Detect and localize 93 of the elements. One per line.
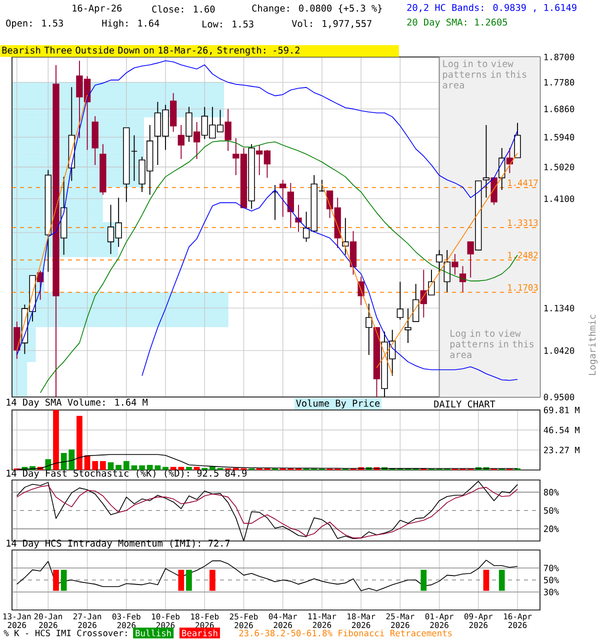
y-tick-label: 20% <box>544 526 559 532</box>
candlestick <box>272 184 278 220</box>
y-tick-label: 1.4100 <box>544 195 574 202</box>
x-tick-label: 10-Feb 2026 <box>152 613 180 628</box>
candlestick <box>396 281 404 320</box>
text: Low: 1.53 <box>202 20 254 28</box>
chart-title: 14 Day SMA Volume: 1.64 M <box>6 398 148 408</box>
bar <box>146 464 153 470</box>
candlestick <box>467 241 474 278</box>
x-tick-label: 18-Feb 2026 <box>191 613 219 628</box>
x-tick-label: 03-Feb 2026 <box>112 613 140 628</box>
bar <box>108 462 114 470</box>
y-tick-label: 23.27 M <box>544 446 580 454</box>
candlestick <box>130 134 138 182</box>
candlestick <box>514 122 521 158</box>
x-tick-label: 11-Mar 2026 <box>308 613 336 628</box>
x-tick-label: 20-Jan 2026 <box>34 613 62 628</box>
y-tick-label: 1.5940 <box>544 134 574 140</box>
bar <box>45 459 52 470</box>
text: 20,2 HC Bands: 0.9839 , 1.6149 <box>407 4 576 12</box>
text: 20 Day SMA: 1.2605 <box>407 18 507 28</box>
y-tick-label: 80% <box>544 488 559 496</box>
candlestick <box>482 124 490 198</box>
candlestick <box>404 308 412 344</box>
candlestick <box>452 254 458 276</box>
bar <box>162 466 168 470</box>
text: Open: 1.53 <box>6 20 63 28</box>
bar <box>76 416 82 470</box>
candlestick <box>193 122 200 160</box>
text: Volume By Price <box>296 399 380 409</box>
y-tick-label: 46.54 M <box>544 426 580 434</box>
candlestick <box>506 148 514 174</box>
chart-title: 14 Day Fast Stochastic (%K) (%D): 92.5 84.9 <box>6 469 247 479</box>
bar <box>53 410 59 470</box>
chart-title: 14 Day HCS Intraday Momentum (IMI): 72.7 <box>6 539 230 549</box>
candlestick <box>186 106 192 142</box>
text: 16-Apr-26 <box>72 4 122 14</box>
candlestick <box>14 321 20 360</box>
bar <box>116 464 122 470</box>
bar <box>210 466 216 470</box>
x-tick-label: 01-Apr 2026 <box>425 613 454 628</box>
text: 23.6-38.2-50-61.8% Fibonacci Retracements <box>239 630 452 636</box>
text: Close: 1.60 <box>152 5 215 13</box>
y-tick-label: 1.5020 <box>544 164 574 170</box>
bar <box>139 465 145 470</box>
bar <box>186 466 192 470</box>
x-tick-label: 13-Jan 2026 <box>3 613 31 628</box>
y-tick-label: 30% <box>544 588 559 596</box>
y-tick-label: 0.9500 <box>544 394 574 400</box>
x-tick-label: 09-Apr 2026 <box>464 613 493 628</box>
y-tick-label: 1.0420 <box>544 347 574 354</box>
bar <box>123 461 130 470</box>
text: Bearish <box>182 630 218 636</box>
candlestick <box>412 283 420 322</box>
bar <box>131 465 138 470</box>
ref-line-label: 1.1703 <box>508 284 538 291</box>
y-tick-label: 69.81 M <box>544 406 580 414</box>
text: Change: 0.0800 {+5.3 %} <box>252 4 382 14</box>
x-tick-label: 27-Jan 2026 <box>73 613 102 628</box>
candlestick <box>178 124 184 160</box>
text: High: 1.64 <box>102 19 160 29</box>
legend-title: % K - HCS IMI Crossover: <box>4 630 127 636</box>
y-axis-title: Logarithmic <box>588 314 598 375</box>
y-tick-label: 70% <box>544 564 559 572</box>
x-tick-label: 18-Mar 2026 <box>348 613 376 628</box>
text: DAILY CHART <box>434 400 496 408</box>
x-tick-label: 16-Apr 2026 <box>504 613 532 628</box>
candlestick <box>287 182 294 229</box>
candlestick <box>224 108 232 152</box>
y-tick-label: 1.1340 <box>544 304 574 312</box>
candlestick <box>280 179 286 218</box>
text: Vol: 1,977,557 <box>292 20 372 28</box>
text: Bullish <box>136 630 171 636</box>
y-tick-label: 1.7780 <box>544 79 574 86</box>
bar <box>92 461 98 470</box>
y-tick-label: 1.8700 <box>544 54 574 60</box>
annotation: Log in to view patterns in this area <box>450 330 534 358</box>
x-tick-label: 04-Mar 2026 <box>268 613 297 628</box>
text: Bearish Three Outside Down on 18-Mar-26, Strength: -59.2 <box>2 46 300 56</box>
y-tick-label: 50% <box>544 576 559 584</box>
candlestick <box>366 303 372 356</box>
ref-line-label: 1.4417 <box>508 180 538 186</box>
candlestick <box>428 269 435 296</box>
x-tick-label: 25-Mar 2026 <box>386 613 414 628</box>
bar <box>154 465 161 470</box>
band-label: Log in to view patterns in this area <box>442 60 526 88</box>
x-tick-label: 25-Feb 2026 <box>230 613 258 628</box>
ref-line-label: 1.3313 <box>508 219 538 226</box>
candlestick <box>295 204 302 232</box>
ref-line-label: 1.2482 <box>508 252 538 258</box>
bar <box>100 461 106 470</box>
y-tick-label: 50% <box>544 507 559 514</box>
y-tick-label: 1.6860 <box>544 106 574 112</box>
